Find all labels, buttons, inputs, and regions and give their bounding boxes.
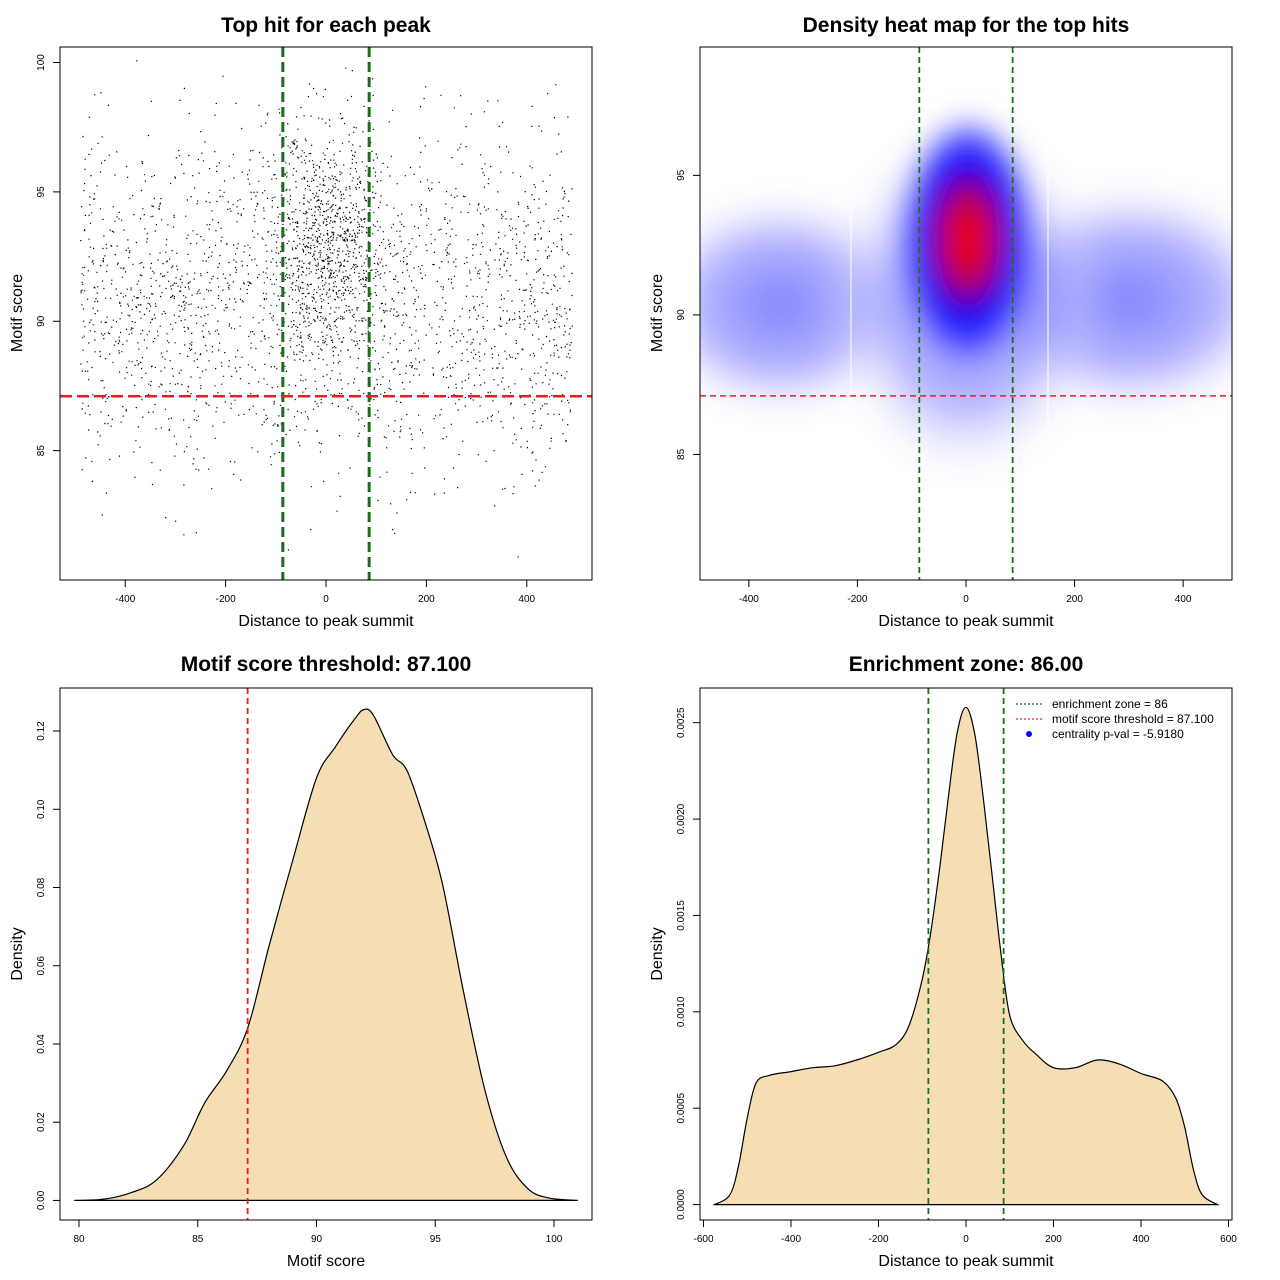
y-tick-label: 90 — [36, 315, 47, 327]
x-tick-label: -400 — [781, 1234, 801, 1245]
chart-title-score-density: Motif score threshold: 87.100 — [181, 653, 472, 676]
x-tick-label: 95 — [430, 1234, 442, 1245]
x-tick-label: 600 — [1220, 1234, 1237, 1245]
legend-label-centrality: centrality p-val = -5.9180 — [1052, 727, 1184, 741]
x-axis-ticks: -400 -200 0 200 400 — [115, 580, 536, 605]
chart-title-scatter: Top hit for each peak — [221, 14, 431, 37]
y-tick-label: 0.0005 — [676, 1092, 687, 1123]
x-tick-label: -400 — [115, 594, 135, 605]
x-tick-label: 0 — [963, 1234, 969, 1245]
x-axis-ticks: 80 85 90 95 100 — [73, 1220, 563, 1245]
y-axis-label-heatmap: Motif score — [649, 274, 666, 352]
x-tick-label: 200 — [1045, 1234, 1062, 1245]
x-tick-label: 200 — [418, 594, 435, 605]
x-tick-label: 90 — [311, 1234, 323, 1245]
plot-frame-scatter — [59, 46, 593, 581]
y-axis-label-distance-density: Density — [649, 927, 666, 980]
y-tick-label: 0.12 — [36, 721, 47, 741]
x-axis-label-scatter: Distance to peak summit — [238, 613, 414, 630]
x-axis-ticks: -400 -200 0 200 400 — [739, 580, 1192, 605]
heat-core — [898, 115, 1038, 365]
x-tick-label: 400 — [1133, 1234, 1150, 1245]
panel-distance-density: Enrichment zone: 86.00 -600 -400 -200 0 200 4… — [649, 653, 1237, 1270]
x-tick-label: 85 — [192, 1234, 204, 1245]
x-tick-label: 100 — [546, 1234, 563, 1245]
x-tick-label: 80 — [73, 1234, 85, 1245]
density-area — [74, 708, 578, 1201]
y-axis-label-score-density: Density — [9, 927, 26, 980]
legend-label-enrichment-zone: enrichment zone = 86 — [1052, 697, 1168, 711]
y-tick-label: 0.10 — [36, 799, 47, 819]
x-tick-label: -200 — [868, 1234, 888, 1245]
y-tick-label: 0.0010 — [676, 996, 687, 1027]
legend-label-motif-threshold: motif score threshold = 87.100 — [1052, 712, 1214, 726]
x-tick-label: -400 — [739, 594, 759, 605]
y-tick-label: 0.00 — [36, 1190, 47, 1210]
y-axis-ticks: 0.00 0.02 0.04 0.06 0.08 0.10 0.12 — [36, 721, 60, 1210]
heatmap-surface — [700, 47, 1232, 580]
y-tick-label: 0.08 — [36, 877, 47, 897]
plot-frame-score-density — [59, 687, 593, 1221]
x-tick-label: 200 — [1066, 594, 1083, 605]
x-tick-label: -600 — [693, 1234, 713, 1245]
panel-scatter: Top hit for each peak -400 -200 0 200 400 85… — [9, 14, 593, 630]
scatter-points — [80, 60, 573, 558]
y-tick-label: 0.04 — [36, 1034, 47, 1054]
y-axis-ticks: 0.0000 0.0005 0.0010 0.0015 0.0020 0.0025 — [676, 707, 700, 1220]
reference-lines — [700, 47, 1232, 580]
y-tick-label: 0.06 — [36, 956, 47, 976]
x-axis-label-score-density: Motif score — [287, 1253, 365, 1270]
x-axis-label-distance-density: Distance to peak summit — [878, 1253, 1054, 1270]
scatter-point-cloud — [80, 60, 573, 558]
reference-lines — [927, 688, 1005, 1220]
y-tick-label: 0.0020 — [676, 803, 687, 834]
x-tick-label: -200 — [847, 594, 867, 605]
y-tick-label: 95 — [676, 169, 687, 181]
density-area — [712, 706, 1220, 1206]
y-tick-label: 85 — [36, 445, 47, 457]
y-tick-label: 95 — [36, 186, 47, 198]
y-tick-label: 0.0015 — [676, 900, 687, 931]
y-tick-label: 85 — [676, 448, 687, 460]
x-tick-label: -200 — [216, 594, 236, 605]
y-axis-ticks: 85 90 95 — [676, 169, 700, 460]
x-tick-label: 400 — [518, 594, 535, 605]
chart-title-heatmap: Density heat map for the top hits — [803, 14, 1130, 37]
panel-heatmap: Density heat map for the top hits -400 -2… — [649, 14, 1233, 630]
reference-lines — [60, 47, 592, 580]
y-tick-label: 100 — [36, 54, 47, 71]
y-tick-label: 0.02 — [36, 1112, 47, 1132]
x-axis-label-heatmap: Distance to peak summit — [878, 613, 1054, 630]
legend-swatch-centrality — [1026, 731, 1032, 737]
x-tick-label: 400 — [1175, 594, 1192, 605]
y-tick-label: 0.0025 — [676, 707, 687, 738]
chart-title-distance-density: Enrichment zone: 86.00 — [849, 653, 1084, 676]
x-tick-label: 0 — [963, 594, 969, 605]
y-tick-label: 0.0000 — [676, 1189, 687, 1220]
x-tick-label: 0 — [323, 594, 329, 605]
y-axis-ticks: 85 90 95 100 — [36, 54, 60, 456]
panel-score-density: Motif score threshold: 87.100 80 85 90 95 10… — [9, 653, 593, 1270]
y-axis-label-scatter: Motif score — [9, 274, 26, 352]
legend: enrichment zone = 86 motif score thresho… — [1016, 697, 1214, 741]
x-axis-ticks: -600 -400 -200 0 200 400 600 — [693, 1220, 1237, 1245]
y-tick-label: 90 — [676, 309, 687, 321]
